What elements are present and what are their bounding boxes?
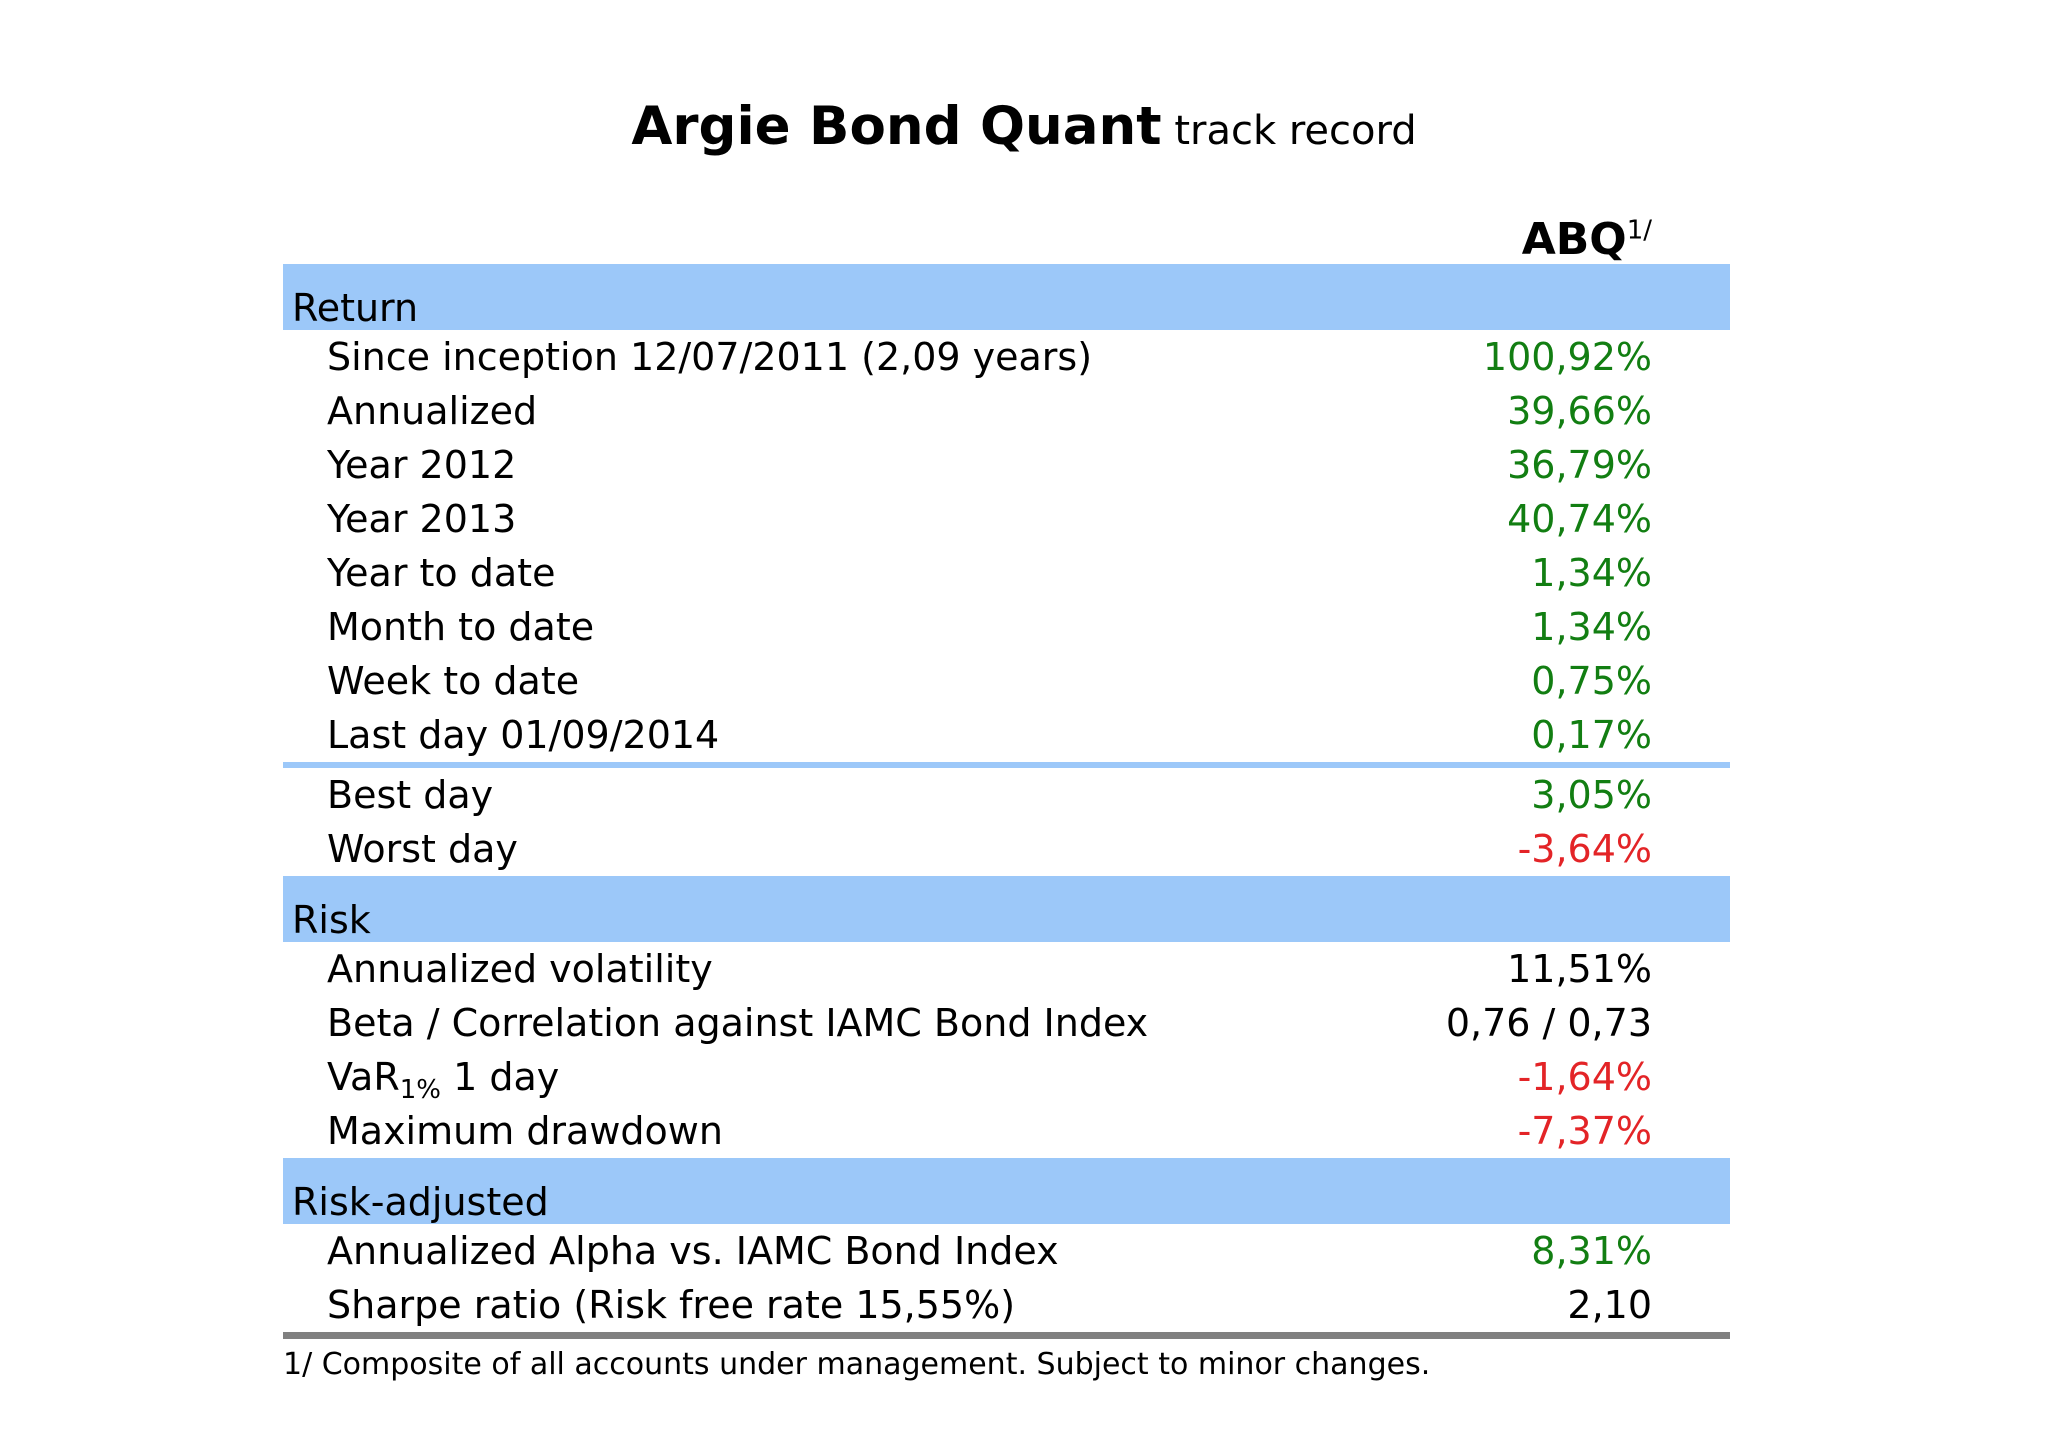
row-value: -1,64% <box>1517 1055 1652 1099</box>
row-value: 0,76 / 0,73 <box>1445 1001 1652 1045</box>
table-row: Best day 3,05% <box>283 768 1730 822</box>
section-title: Return <box>292 285 419 330</box>
row-label: VaR1% 1 day <box>327 1055 560 1105</box>
row-label: Annualized Alpha vs. IAMC Bond Index <box>327 1229 1059 1273</box>
section-title: Risk-adjusted <box>292 1179 549 1224</box>
table-row: VaR1% 1 day -1,64% <box>283 1050 1730 1104</box>
table-row: Since inception 12/07/2011 (2,09 years) 1… <box>283 330 1730 384</box>
row-value: 8,31% <box>1531 1229 1652 1273</box>
table-row: Week to date 0,75% <box>283 654 1730 708</box>
row-value: 1,34% <box>1531 605 1652 649</box>
row-label: Month to date <box>327 605 595 649</box>
bottom-rule <box>283 1332 1730 1339</box>
row-label: Sharpe ratio (Risk free rate 15,55%) <box>327 1283 1016 1327</box>
table-row: Annualized 39,66% <box>283 384 1730 438</box>
row-label: Year 2012 <box>327 443 517 487</box>
table-row: Year to date 1,34% <box>283 546 1730 600</box>
row-value: 11,51% <box>1507 947 1652 991</box>
row-label: Year 2013 <box>327 497 517 541</box>
section-band-return: Return <box>283 264 1730 330</box>
row-value: 40,74% <box>1507 497 1652 541</box>
column-header-abq: ABQ1/ <box>283 216 1730 264</box>
page-title: Argie Bond Quant track record <box>0 0 2048 172</box>
row-label: Annualized <box>327 389 538 433</box>
row-label: Week to date <box>327 659 580 703</box>
row-label-subscript: 1% <box>399 1075 441 1105</box>
table-row: Month to date 1,34% <box>283 600 1730 654</box>
column-header-footnote-marker: 1/ <box>1626 215 1652 246</box>
section-band-risk: Risk <box>283 876 1730 942</box>
row-value: -3,64% <box>1517 827 1652 871</box>
table-row: Beta / Correlation against IAMC Bond Ind… <box>283 996 1730 1050</box>
table-row: Year 2013 40,74% <box>283 492 1730 546</box>
row-value: 2,10 <box>1567 1283 1652 1327</box>
row-label: Best day <box>327 773 494 817</box>
row-value: 39,66% <box>1507 389 1652 433</box>
table-sections: Return Since inception 12/07/2011 (2,09 y… <box>283 264 1730 1332</box>
row-value: 0,17% <box>1531 713 1652 757</box>
footnote: 1/ Composite of all accounts under manag… <box>283 1347 1431 1382</box>
section-title: Risk <box>292 897 371 942</box>
row-label: Year to date <box>327 551 556 595</box>
page-title-suffix: track record <box>1161 108 1417 154</box>
table-row: Year 2012 36,79% <box>283 438 1730 492</box>
row-value: -7,37% <box>1517 1109 1652 1153</box>
row-value: 1,34% <box>1531 551 1652 595</box>
row-value: 36,79% <box>1507 443 1652 487</box>
row-separator <box>283 762 1730 768</box>
row-value: 0,75% <box>1531 659 1652 703</box>
table-row: Worst day -3,64% <box>283 822 1730 876</box>
section-band-risk-adjusted: Risk-adjusted <box>283 1158 1730 1224</box>
row-label: Beta / Correlation against IAMC Bond Ind… <box>327 1001 1149 1045</box>
row-label: Worst day <box>327 827 518 871</box>
table-row: Annualized volatility 11,51% <box>283 942 1730 996</box>
row-value: 100,92% <box>1482 335 1652 379</box>
track-record-table: ABQ1/ Return Since inception 12/07/2011 (… <box>283 216 1730 1383</box>
row-label: Last day 01/09/2014 <box>327 713 720 757</box>
row-value: 3,05% <box>1531 773 1652 817</box>
row-label: Maximum drawdown <box>327 1109 723 1153</box>
table-row: Sharpe ratio (Risk free rate 15,55%) 2,10 <box>283 1278 1730 1332</box>
table-row: Last day 01/09/2014 0,17% <box>283 708 1730 762</box>
row-label: Since inception 12/07/2011 (2,09 years) <box>327 335 1093 379</box>
table-row: Maximum drawdown -7,37% <box>283 1104 1730 1158</box>
row-label: Annualized volatility <box>327 947 713 991</box>
table-row: Annualized Alpha vs. IAMC Bond Index 8,31… <box>283 1224 1730 1278</box>
column-header-label: ABQ <box>1521 214 1627 265</box>
page-title-main: Argie Bond Quant <box>631 96 1162 157</box>
